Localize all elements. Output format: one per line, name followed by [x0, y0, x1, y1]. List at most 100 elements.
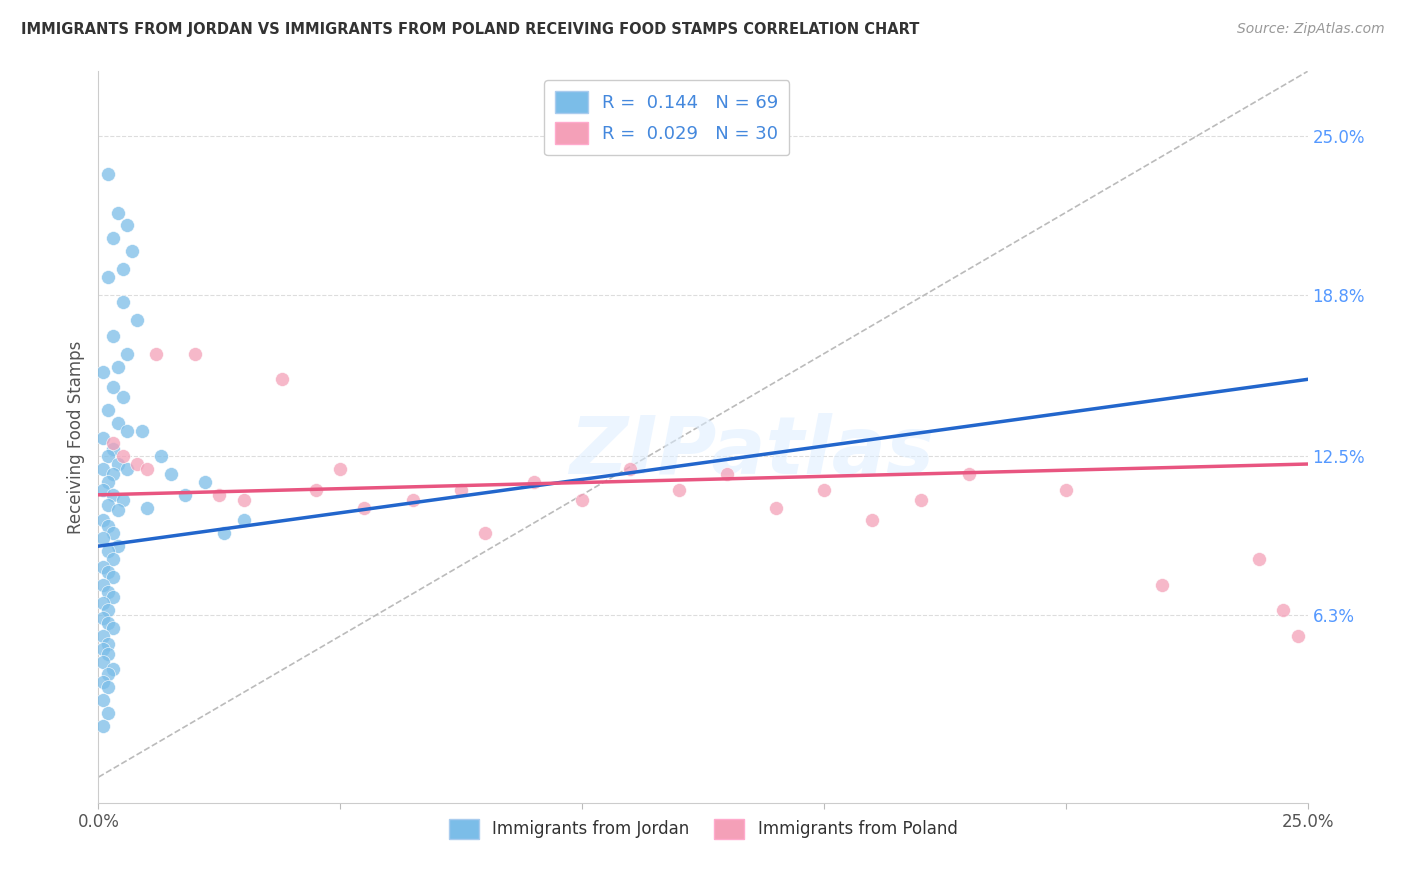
- Point: [97, 544, 120, 558]
- Point: [91, 514, 114, 528]
- Point: [101, 328, 124, 343]
- Point: [117, 219, 139, 233]
- Point: [101, 442, 124, 456]
- Point: [271, 372, 294, 386]
- Point: [101, 436, 124, 450]
- Point: [97, 667, 120, 681]
- Point: [97, 498, 120, 512]
- Point: [1272, 603, 1295, 617]
- Point: [121, 244, 143, 258]
- Point: [208, 488, 231, 502]
- Point: [97, 403, 120, 417]
- Text: IMMIGRANTS FROM JORDAN VS IMMIGRANTS FROM POLAND RECEIVING FOOD STAMPS CORRELATI: IMMIGRANTS FROM JORDAN VS IMMIGRANTS FRO…: [21, 22, 920, 37]
- Y-axis label: Receiving Food Stamps: Receiving Food Stamps: [66, 341, 84, 533]
- Text: ZIPatlas: ZIPatlas: [569, 413, 934, 491]
- Point: [101, 591, 124, 605]
- Point: [127, 313, 149, 327]
- Point: [111, 450, 134, 464]
- Point: [716, 467, 738, 482]
- Point: [97, 450, 120, 464]
- Point: [107, 503, 129, 517]
- Point: [101, 662, 124, 676]
- Point: [1054, 483, 1077, 497]
- Point: [160, 467, 183, 482]
- Point: [402, 492, 425, 507]
- Point: [668, 483, 690, 497]
- Point: [212, 526, 235, 541]
- Point: [91, 596, 114, 610]
- Point: [101, 526, 124, 541]
- Point: [111, 295, 134, 310]
- Point: [101, 231, 124, 245]
- Point: [101, 488, 124, 502]
- Point: [97, 565, 120, 579]
- Legend: Immigrants from Jordan, Immigrants from Poland: Immigrants from Jordan, Immigrants from …: [441, 812, 965, 846]
- Point: [91, 641, 114, 656]
- Point: [353, 500, 375, 515]
- Point: [813, 483, 835, 497]
- Point: [97, 616, 120, 631]
- Point: [111, 390, 134, 404]
- Point: [474, 526, 496, 541]
- Point: [91, 611, 114, 625]
- Point: [107, 416, 129, 430]
- Point: [97, 518, 120, 533]
- Point: [107, 539, 129, 553]
- Point: [1286, 629, 1309, 643]
- Point: [91, 365, 114, 379]
- Point: [117, 462, 139, 476]
- Point: [97, 585, 120, 599]
- Point: [97, 681, 120, 695]
- Point: [232, 514, 254, 528]
- Point: [117, 346, 139, 360]
- Point: [91, 559, 114, 574]
- Point: [117, 424, 139, 438]
- Point: [97, 706, 120, 720]
- Point: [91, 577, 114, 591]
- Point: [150, 450, 173, 464]
- Point: [523, 475, 546, 489]
- Point: [97, 269, 120, 284]
- Point: [127, 457, 149, 471]
- Point: [97, 475, 120, 489]
- Point: [91, 629, 114, 643]
- Point: [101, 570, 124, 584]
- Point: [305, 483, 328, 497]
- Point: [97, 647, 120, 661]
- Point: [450, 483, 472, 497]
- Point: [135, 462, 157, 476]
- Point: [860, 514, 883, 528]
- Point: [107, 205, 129, 219]
- Point: [91, 693, 114, 707]
- Point: [194, 475, 217, 489]
- Point: [765, 500, 787, 515]
- Text: Source: ZipAtlas.com: Source: ZipAtlas.com: [1237, 22, 1385, 37]
- Point: [97, 637, 120, 651]
- Point: [1152, 577, 1174, 591]
- Point: [619, 462, 641, 476]
- Point: [329, 462, 352, 476]
- Point: [97, 167, 120, 181]
- Point: [145, 346, 167, 360]
- Point: [101, 380, 124, 394]
- Point: [91, 483, 114, 497]
- Point: [97, 603, 120, 617]
- Point: [101, 552, 124, 566]
- Point: [107, 359, 129, 374]
- Point: [101, 621, 124, 635]
- Point: [91, 655, 114, 669]
- Point: [1249, 552, 1271, 566]
- Point: [135, 500, 157, 515]
- Point: [91, 719, 114, 733]
- Point: [910, 492, 932, 507]
- Point: [91, 675, 114, 690]
- Point: [131, 424, 153, 438]
- Point: [957, 467, 980, 482]
- Point: [91, 462, 114, 476]
- Point: [91, 431, 114, 445]
- Point: [111, 262, 134, 277]
- Point: [232, 492, 254, 507]
- Point: [571, 492, 593, 507]
- Point: [91, 532, 114, 546]
- Point: [101, 467, 124, 482]
